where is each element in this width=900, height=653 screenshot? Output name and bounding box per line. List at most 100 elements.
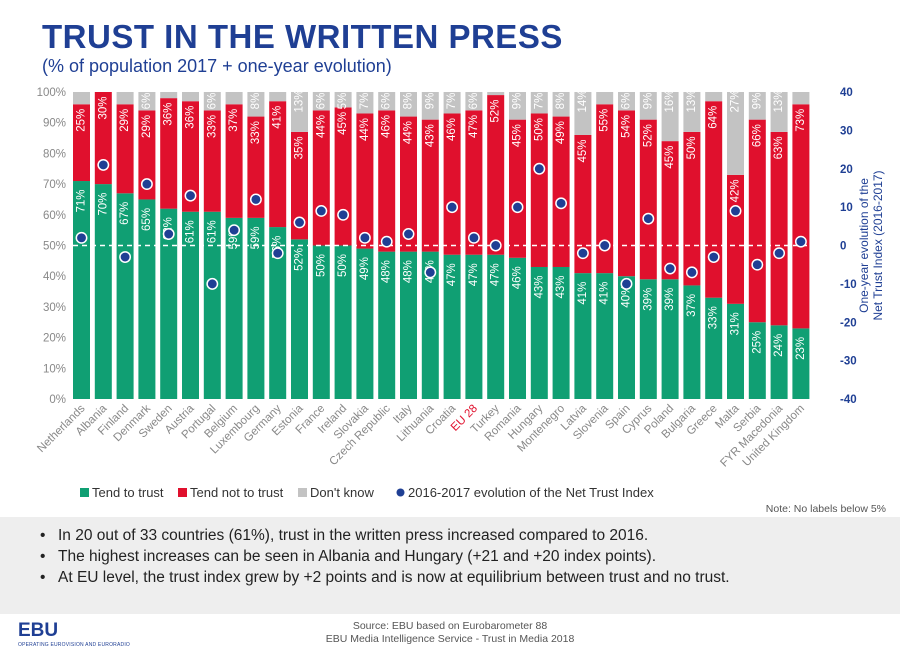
bar-dont-know [770,92,788,132]
bar-dont-know [182,92,199,102]
legend-swatch [298,488,307,497]
y-right-tick-label: 10 [840,202,853,214]
finding-item: At EU level, the trust index grew by +2 … [40,567,900,588]
data-label-dont-know: 5% [337,93,349,110]
finding-item: In 20 out of 33 countries (61%), trust i… [40,525,900,546]
bar-dont-know [727,92,744,175]
evolution-point [424,266,437,279]
evolution-point [533,162,546,175]
data-label-tend-not-to-trust: 52% [642,124,654,147]
bar-tend-to-trust [574,273,592,399]
y-right-tick-label: 0 [840,241,846,253]
bar-dont-know [160,92,178,99]
bar-tend-to-trust [291,239,308,399]
bar-tend-to-trust [443,254,461,399]
data-label-dont-know: 7% [359,93,371,110]
evolution-point [555,197,568,210]
evolution-point [511,201,524,214]
bar-dont-know [116,92,134,105]
data-label-tend-to-trust: 39% [642,288,654,311]
data-label-tend-to-trust: 23% [795,337,807,360]
y-right-tick-label: -10 [840,279,857,291]
bar-tend-not-to-trust [116,104,134,194]
data-label-dont-know: 14% [577,89,589,112]
data-label-tend-not-to-trust: 54% [621,115,633,138]
data-label-tend-to-trust: 67% [119,202,131,225]
data-label-tend-to-trust: 48% [381,260,393,283]
data-label-tend-to-trust: 71% [76,190,88,213]
bar-dont-know [509,92,526,120]
data-label-tend-not-to-trust: 36% [185,106,197,129]
bar-tend-not-to-trust [138,110,156,200]
data-label-tend-to-trust: 70% [97,193,109,216]
evolution-point [337,208,350,221]
data-label-tend-to-trust: 24% [773,334,785,357]
legend-marker [396,488,405,497]
data-label-dont-know: 13% [686,89,698,112]
data-label-tend-not-to-trust: 45% [664,146,676,169]
data-label-tend-not-to-trust: 29% [141,115,153,138]
bar-tend-not-to-trust [683,131,701,286]
data-label-dont-know: 13% [294,89,306,112]
data-label-tend-not-to-trust: 30% [97,96,109,119]
evolution-point [751,258,764,271]
data-label-tend-not-to-trust: 47% [468,115,480,138]
data-label-tend-not-to-trust: 33% [250,121,262,144]
bar-tend-not-to-trust [203,110,221,212]
bar-tend-to-trust [182,211,199,399]
data-label-dont-know: 16% [664,89,676,112]
data-label-dont-know: 9% [424,93,436,110]
bar-tend-not-to-trust [509,119,526,258]
bar-tend-to-trust [400,251,417,399]
data-label-tend-not-to-trust: 37% [228,109,240,132]
data-label-tend-to-trust: 43% [533,275,545,298]
data-label-tend-not-to-trust: 50% [686,136,698,159]
data-label-tend-not-to-trust: 36% [163,103,175,126]
data-label-tend-not-to-trust: 66% [751,124,763,147]
data-label-dont-know: 6% [206,93,218,110]
bar-tend-not-to-trust [639,119,657,280]
data-label-tend-not-to-trust: 44% [403,121,415,144]
data-label-tend-not-to-trust: 50% [533,118,545,141]
evolution-point [271,247,284,260]
data-label-tend-not-to-trust: 25% [76,109,88,132]
bar-tend-to-trust [770,325,788,399]
bar-tend-not-to-trust [487,95,505,255]
bar-tend-to-trust [138,199,156,399]
data-label-tend-not-to-trust: 33% [206,115,218,138]
bar-dont-know [661,92,679,142]
data-label-tend-not-to-trust: 52% [490,100,502,123]
data-label-tend-not-to-trust: 44% [315,115,327,138]
bar-dont-know [400,92,417,117]
evolution-point [773,247,786,260]
bar-tend-to-trust [356,248,374,399]
bar-tend-to-trust [334,245,352,399]
y-right-tick-label: -20 [840,317,857,329]
data-label-tend-to-trust: 41% [599,282,611,305]
bar-dont-know [705,92,723,102]
evolution-point [685,266,698,279]
evolution-point [446,201,459,214]
bar-tend-to-trust [203,211,221,399]
bar-dont-know [203,92,221,111]
data-label-tend-to-trust: 39% [664,288,676,311]
chart-note: Note: No labels below 5% [766,503,886,515]
evolution-point [75,231,88,244]
y-right-tick-label: 40 [840,87,853,99]
y-left-tick-label: 80% [43,148,66,160]
bar-tend-not-to-trust [552,116,570,267]
evolution-point [620,277,633,290]
data-label-tend-to-trust: 49% [359,257,371,280]
bar-tend-to-trust [683,285,701,399]
evolution-point [729,205,742,217]
data-label-tend-not-to-trust: 35% [294,136,306,159]
y-right-tick-label: 20 [840,164,853,176]
data-label-tend-not-to-trust: 45% [512,124,524,147]
bar-tend-to-trust [509,257,526,399]
bar-dont-know [683,92,701,132]
y-right-tick-label: -40 [840,394,857,406]
data-label-tend-not-to-trust: 64% [708,106,720,129]
data-label-tend-not-to-trust: 29% [119,109,131,132]
evolution-point [315,205,328,217]
data-label-dont-know: 7% [446,93,458,110]
